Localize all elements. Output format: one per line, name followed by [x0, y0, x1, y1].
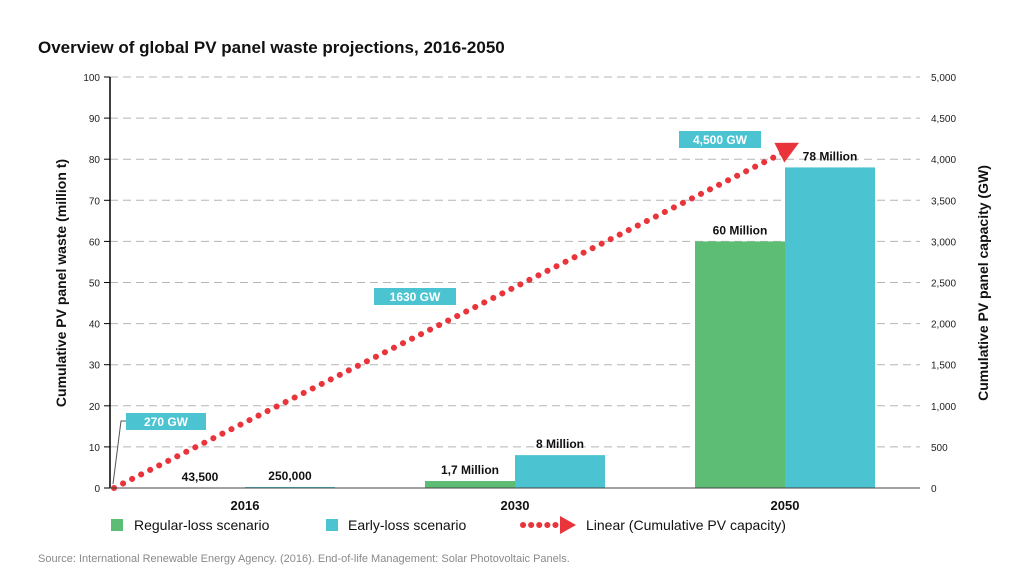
bar-early-2050	[785, 167, 875, 489]
callout-box	[374, 288, 456, 305]
data-label: 43,500	[182, 470, 219, 484]
trend-line	[111, 142, 799, 491]
y-axis-label: Cumulative PV panel waste (million t)	[53, 159, 69, 407]
grid-lines	[110, 76, 920, 448]
callout-label: 1630 GW	[390, 290, 441, 304]
y-tick-label: 50	[89, 279, 101, 290]
legend-swatch-early	[326, 519, 338, 531]
callout-box	[679, 131, 761, 148]
y-tick-label: 40	[89, 320, 101, 331]
right-axis-ticks: 0 500 1,000 1,500 2,000 2,500 3,000 3,500 4,000 4…	[931, 73, 956, 495]
y-tick-label: 20	[89, 402, 101, 413]
capacity-callouts: 270 GW 1630 GW 4,500 GW	[112, 131, 761, 485]
legend-arrowhead	[560, 516, 576, 534]
data-labels: 43,500 250,000 1,7 Million 8 Million 60 Mill…	[182, 149, 858, 483]
legend-label-early: Early-loss scenario	[348, 517, 466, 533]
category-label: 2050	[771, 498, 800, 513]
legend: Regular-loss scenario Early-loss scenario…	[111, 516, 786, 534]
legend-swatch-regular	[111, 519, 123, 531]
trend-arrowhead	[774, 142, 799, 163]
data-label: 78 Million	[803, 149, 858, 163]
y-tick-label: 30	[89, 361, 101, 372]
y-tick-label: 70	[89, 196, 101, 207]
y-tick-label: 0	[94, 484, 100, 495]
data-label: 60 Million	[713, 223, 768, 237]
y2-tick-label: 4,500	[931, 114, 956, 125]
y2-tick-label: 0	[931, 484, 937, 495]
callout-label: 4,500 GW	[693, 133, 748, 147]
data-label: 250,000	[268, 469, 312, 483]
callout-box	[126, 413, 206, 430]
data-label: 1,7 Million	[441, 463, 499, 477]
callout-leader	[112, 420, 126, 485]
bar-early-2030	[515, 455, 605, 488]
bars	[155, 167, 875, 489]
source-note: Source: International Renewable Energy A…	[38, 553, 570, 565]
y2-tick-label: 2,000	[931, 320, 956, 331]
y-tick-label: 100	[83, 73, 100, 84]
data-label: 8 Million	[536, 437, 584, 451]
y2-tick-label: 1,500	[931, 361, 956, 372]
y2-tick-label: 5,000	[931, 73, 956, 84]
left-axis-ticks: 0 10 20 30 40 50 60 70 80 90 100	[83, 73, 110, 495]
y-tick-label: 90	[89, 114, 101, 125]
chart-title: Overview of global PV panel waste projec…	[38, 38, 505, 57]
y-tick-label: 80	[89, 155, 101, 166]
category-labels: 2016 2030 2050	[231, 498, 800, 513]
bar-regular-2050	[695, 241, 785, 488]
y2-tick-label: 3,000	[931, 237, 956, 248]
bar-regular-2030	[425, 481, 515, 488]
y-tick-label: 10	[89, 443, 101, 454]
trend-line-dots	[111, 147, 790, 491]
callout-label: 270 GW	[144, 415, 189, 429]
y2-axis-label: Cumulative PV panel capacity (GW)	[975, 165, 991, 401]
legend-label-regular: Regular-loss scenario	[134, 517, 270, 533]
y2-tick-label: 500	[931, 443, 948, 454]
y2-tick-label: 3,500	[931, 196, 956, 207]
y2-tick-label: 4,000	[931, 155, 956, 166]
bar-early-2016	[245, 486, 335, 488]
y-tick-label: 60	[89, 237, 101, 248]
legend-label-linear: Linear (Cumulative PV capacity)	[586, 517, 786, 533]
y2-tick-label: 2,500	[931, 279, 956, 290]
category-label: 2016	[231, 498, 260, 513]
y2-tick-label: 1,000	[931, 402, 956, 413]
category-label: 2030	[501, 498, 530, 513]
